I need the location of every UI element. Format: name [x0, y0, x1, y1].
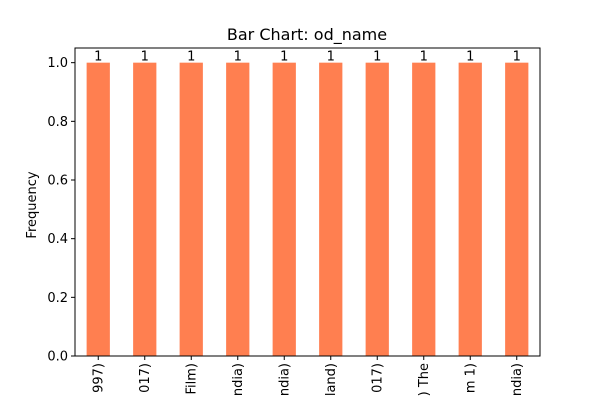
- bar-8: [412, 62, 436, 357]
- x-tick-label-6: land): [324, 363, 339, 396]
- y-axis-ticks: 0.0 0.2 0.4 0.6 0.8 1.0: [47, 56, 75, 365]
- bars-group: 1 1 1 1 1 1 1 1 1 1: [86, 50, 529, 357]
- bar-value-label-9: 1: [466, 50, 474, 65]
- bar-value-label-6: 1: [327, 50, 335, 65]
- bar-value-label-2: 1: [141, 50, 149, 65]
- x-tick-label-4: ndia): [231, 363, 246, 396]
- bar-value-label-10: 1: [513, 50, 521, 65]
- bar-5: [272, 62, 296, 357]
- y-tick-label-1: 0.2: [47, 291, 68, 306]
- y-tick-label-4: 0.8: [47, 115, 68, 130]
- x-tick-label-1: 997): [91, 363, 106, 393]
- bar-10: [505, 62, 529, 357]
- x-tick-label-3: Film): [184, 363, 199, 395]
- bar-value-label-5: 1: [280, 50, 288, 65]
- bar-value-label-7: 1: [373, 50, 381, 65]
- chart-title: Bar Chart: od_name: [227, 25, 387, 45]
- y-tick-label-5: 1.0: [47, 56, 68, 71]
- y-tick-label-3: 0.6: [47, 174, 68, 189]
- bar-value-label-8: 1: [420, 50, 428, 65]
- x-tick-label-7: 017): [370, 363, 385, 393]
- bar-2: [133, 62, 157, 357]
- x-tick-label-2: 017): [138, 363, 153, 393]
- x-axis-ticks: 997) 017) Film) ndia) ndia) land) 017) ) The m 1…: [91, 356, 525, 396]
- y-axis-label: Frequency: [25, 171, 40, 238]
- y-tick-label-2: 0.4: [47, 232, 68, 247]
- bar-9: [458, 62, 482, 357]
- x-tick-label-8: ) The: [417, 363, 432, 396]
- bar-3: [179, 62, 203, 357]
- bar-1: [86, 62, 110, 357]
- bar-value-label-4: 1: [234, 50, 242, 65]
- bar-4: [226, 62, 250, 357]
- bar-value-label-3: 1: [187, 50, 195, 65]
- bar-6: [319, 62, 343, 357]
- x-tick-label-5: ndia): [277, 363, 292, 396]
- plot-frame: [74, 47, 541, 357]
- x-tick-label-10: ndia): [510, 363, 525, 396]
- x-tick-label-9: m 1): [463, 363, 478, 393]
- bar-value-label-1: 1: [94, 50, 102, 65]
- y-tick-label-0: 0.0: [47, 350, 68, 365]
- bar-7: [365, 62, 389, 357]
